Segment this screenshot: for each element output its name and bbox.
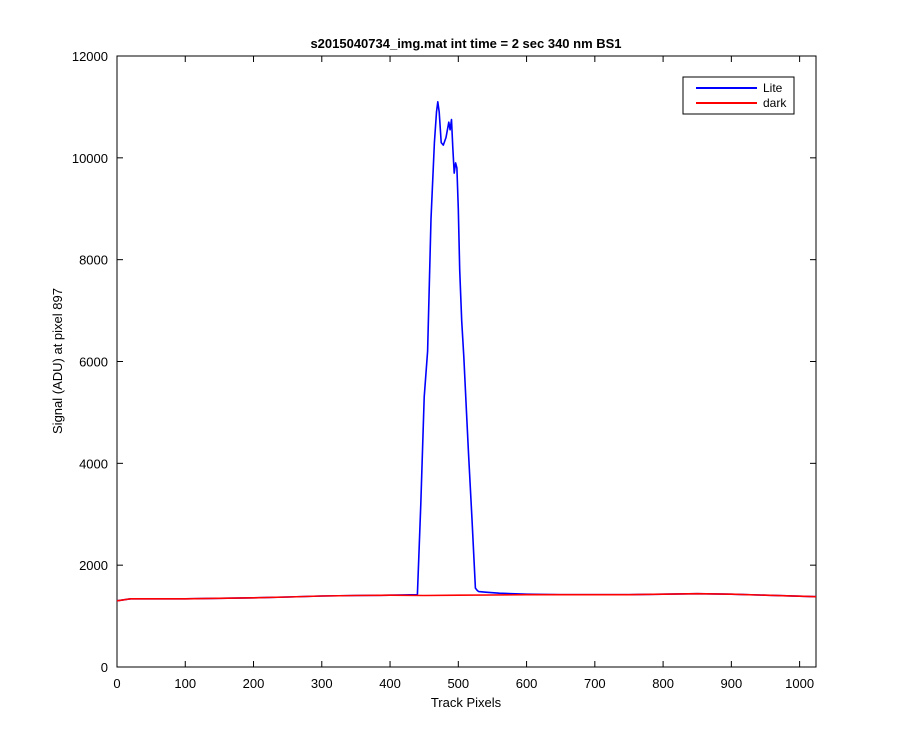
axis-ticks: 0 100 200 300 400 500 600 700 800 900 100002000400… xyxy=(72,49,816,691)
y-axis-label: Signal (ADU) at pixel 897 xyxy=(50,288,65,434)
x-axis-label: Track Pixels xyxy=(431,695,502,710)
x-tick-label: 700 xyxy=(584,676,606,691)
x-tick-label: 400 xyxy=(379,676,401,691)
chart-title: s2015040734_img.mat int time = 2 sec 340… xyxy=(310,36,621,51)
legend-label-lite: Lite xyxy=(763,81,783,95)
x-tick-label: 600 xyxy=(516,676,538,691)
legend: Lite dark xyxy=(682,76,795,115)
y-tick-label: 8000 xyxy=(79,253,108,268)
y-tick-label: 0 xyxy=(101,660,108,675)
x-tick-label: 500 xyxy=(447,676,469,691)
series-layer xyxy=(116,101,817,602)
x-tick-label: 200 xyxy=(243,676,265,691)
y-tick-label: 10000 xyxy=(72,151,108,166)
legend-label-dark: dark xyxy=(763,96,787,110)
x-tick-label: 0 xyxy=(113,676,120,691)
y-tick-label: 2000 xyxy=(79,558,108,573)
x-tick-label: 800 xyxy=(652,676,674,691)
x-tick-label: 100 xyxy=(174,676,196,691)
plot-area xyxy=(116,55,817,668)
legend-box xyxy=(682,76,795,115)
x-tick-label: 1000 xyxy=(785,676,814,691)
x-tick-label: 300 xyxy=(311,676,333,691)
y-tick-label: 12000 xyxy=(72,49,108,64)
y-tick-label: 6000 xyxy=(79,355,108,370)
y-tick-label: 4000 xyxy=(79,456,108,471)
x-tick-label: 900 xyxy=(721,676,743,691)
series-line-dark xyxy=(116,592,817,602)
